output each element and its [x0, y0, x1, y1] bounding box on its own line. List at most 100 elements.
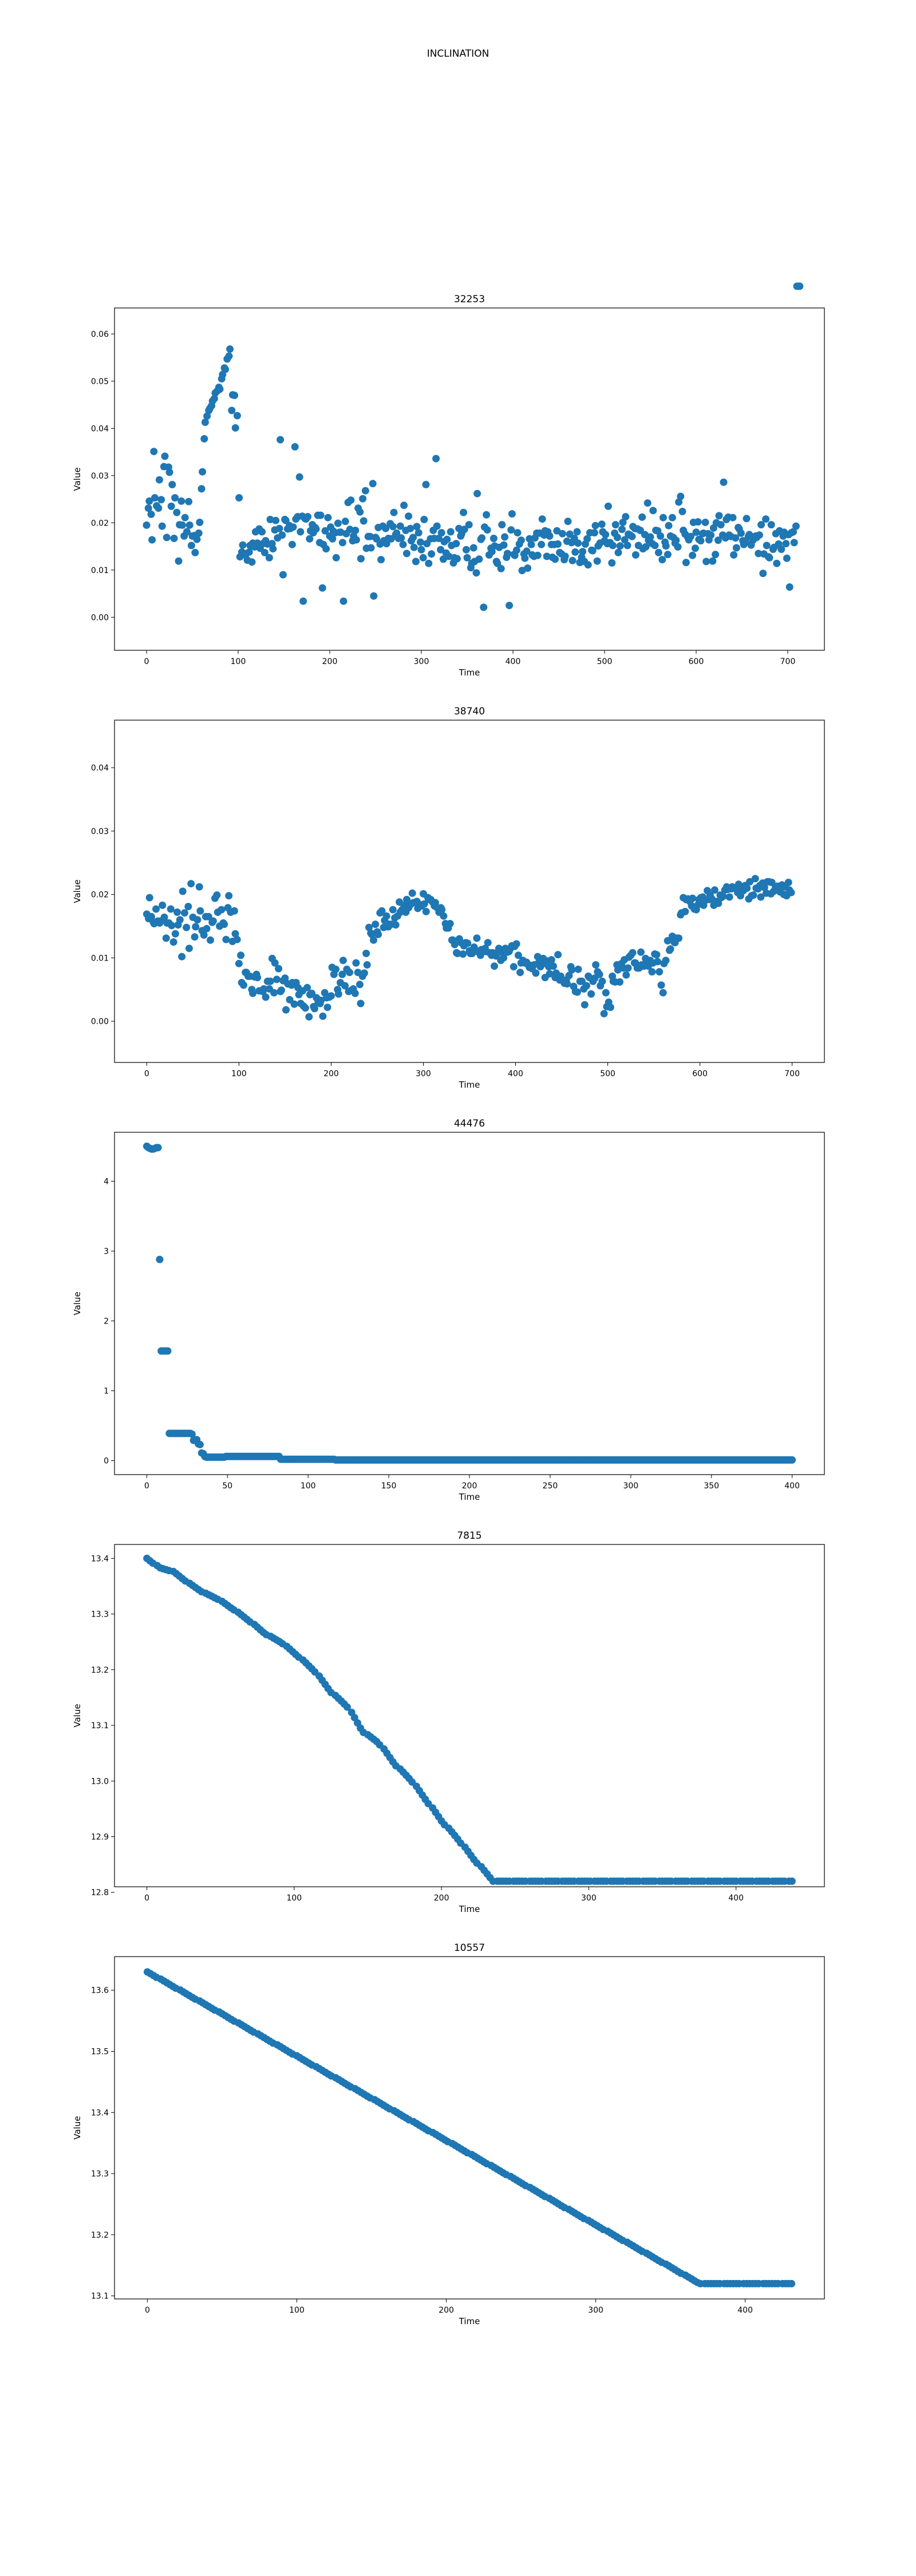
data-point	[366, 532, 374, 540]
data-point	[346, 969, 354, 977]
data-point	[648, 968, 656, 976]
data-point	[318, 584, 326, 592]
data-point	[488, 548, 496, 556]
data-point	[347, 496, 355, 504]
x-tick-label: 100	[286, 1894, 302, 1903]
x-tick-label: 700	[780, 657, 796, 666]
data-point	[317, 997, 325, 1004]
data-point	[563, 980, 571, 988]
data-point	[475, 555, 483, 563]
y-tick-label: 0.00	[91, 1017, 109, 1026]
data-point	[500, 541, 508, 549]
data-point	[417, 546, 425, 554]
axes-frame	[114, 1956, 825, 2300]
data-point	[675, 498, 683, 506]
data-point	[288, 540, 296, 548]
data-point	[275, 524, 283, 532]
data-point	[672, 536, 680, 544]
data-point	[714, 899, 722, 907]
data-point	[428, 550, 436, 558]
data-point	[574, 539, 582, 547]
data-point	[178, 521, 186, 529]
data-point	[694, 518, 702, 526]
data-point	[399, 540, 407, 548]
x-tick-label: 400	[506, 657, 521, 666]
data-point	[382, 524, 390, 532]
data-point	[637, 948, 645, 956]
data-point	[372, 920, 380, 929]
x-axis-label: Time	[459, 1492, 480, 1502]
data-point	[359, 495, 367, 503]
data-point	[216, 385, 224, 393]
data-point	[514, 951, 522, 959]
data-point	[618, 526, 626, 534]
y-tick-label: 0.04	[91, 764, 109, 773]
data-point	[514, 529, 522, 537]
data-point	[447, 528, 455, 536]
data-point	[301, 1004, 309, 1012]
data-point	[278, 986, 285, 994]
data-point	[273, 975, 281, 983]
data-point	[583, 535, 591, 543]
data-point	[554, 951, 562, 959]
data-point	[201, 418, 209, 426]
data-point	[702, 558, 710, 566]
data-point	[357, 555, 365, 563]
data-point	[204, 912, 212, 920]
data-point	[233, 412, 241, 420]
data-point	[463, 554, 471, 562]
data-point	[281, 974, 289, 982]
data-point	[196, 1441, 204, 1448]
data-point	[654, 958, 661, 966]
data-point	[686, 532, 694, 540]
data-points	[143, 1142, 796, 1464]
data-point	[473, 489, 481, 497]
data-point	[611, 521, 619, 529]
y-axis-label: Value	[72, 879, 82, 903]
data-point	[677, 492, 685, 500]
data-point	[173, 508, 181, 516]
data-point	[500, 954, 508, 962]
data-point	[609, 542, 617, 550]
data-point	[659, 989, 667, 997]
y-tick-label: 0.06	[91, 330, 109, 339]
data-point	[730, 551, 738, 559]
data-point	[646, 533, 654, 541]
data-point	[526, 535, 534, 543]
data-point	[397, 534, 405, 542]
data-point	[606, 1003, 614, 1012]
data-point	[678, 508, 686, 515]
data-point	[297, 528, 305, 536]
y-tick-label: 0.03	[91, 472, 109, 481]
data-point	[312, 525, 320, 533]
data-point	[710, 886, 718, 894]
data-point	[278, 531, 286, 539]
data-point	[235, 494, 243, 502]
data-point	[389, 906, 397, 914]
axes-frame	[114, 1132, 825, 1475]
y-tick-label: 12.9	[91, 1832, 109, 1842]
data-point	[369, 480, 377, 488]
x-tick-label: 200	[434, 1894, 449, 1903]
data-point	[600, 1010, 608, 1018]
data-point	[185, 521, 194, 529]
data-point	[619, 519, 627, 526]
data-point	[435, 535, 443, 542]
data-point	[658, 556, 666, 564]
x-tick-label: 200	[322, 657, 338, 666]
data-point	[295, 473, 303, 481]
data-point	[160, 913, 168, 921]
data-point	[329, 535, 337, 543]
data-point	[231, 930, 239, 938]
data-point	[757, 521, 765, 529]
data-point	[155, 476, 163, 484]
data-point	[483, 526, 491, 534]
data-point	[305, 1013, 313, 1021]
y-tick-label: 13.5	[91, 2048, 109, 2057]
data-point	[452, 540, 460, 548]
data-point	[614, 548, 622, 556]
data-point	[425, 559, 433, 567]
data-point	[389, 523, 397, 531]
x-tick-label: 300	[414, 657, 429, 666]
x-tick-label: 300	[623, 1481, 638, 1491]
